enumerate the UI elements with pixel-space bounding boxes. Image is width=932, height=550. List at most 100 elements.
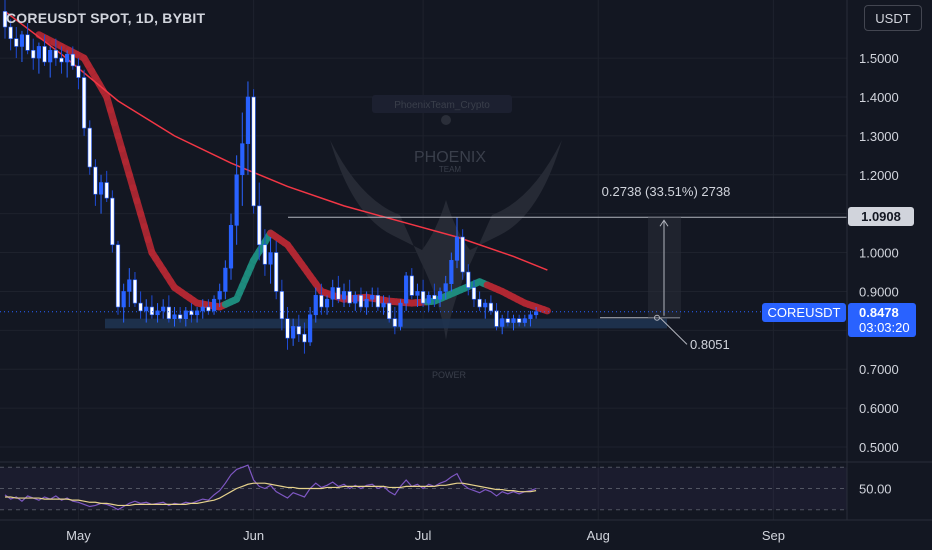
countdown-timer: 03:03:20 bbox=[859, 320, 910, 335]
time-tick-label: Sep bbox=[762, 528, 785, 543]
candle-body bbox=[2, 11, 8, 28]
price-tick-label: 0.6000 bbox=[859, 401, 899, 416]
candle-body bbox=[268, 252, 273, 265]
candle-body bbox=[53, 50, 58, 59]
candle-body bbox=[522, 318, 527, 323]
candle-body bbox=[234, 174, 239, 226]
candle-body bbox=[347, 291, 352, 304]
candle-body bbox=[25, 34, 30, 51]
price-tick-label: 0.7000 bbox=[859, 362, 899, 377]
candle-body bbox=[291, 326, 296, 339]
candle-body bbox=[409, 275, 414, 296]
measure-anchor bbox=[654, 314, 660, 321]
candle-body bbox=[14, 38, 19, 47]
candle-body bbox=[398, 302, 403, 327]
candle-body bbox=[251, 96, 256, 207]
price-tick-label: 1.0000 bbox=[859, 246, 899, 261]
candle-body bbox=[223, 267, 228, 292]
candle-body bbox=[330, 287, 335, 300]
candle-body bbox=[138, 302, 143, 312]
rsi-pane: 50.00 bbox=[0, 461, 932, 511]
candle-body bbox=[302, 333, 307, 343]
candle-body bbox=[121, 291, 126, 308]
candle-body bbox=[70, 53, 75, 67]
candle-body bbox=[341, 291, 347, 300]
candle-body bbox=[166, 306, 171, 319]
candle-body bbox=[98, 182, 104, 195]
candle-body bbox=[358, 295, 364, 308]
candle-body bbox=[477, 298, 482, 308]
watermark-handle-box bbox=[372, 95, 512, 113]
candle-body bbox=[48, 50, 53, 63]
candle-body bbox=[375, 295, 381, 308]
candle-body bbox=[471, 287, 477, 300]
candle-body bbox=[161, 306, 166, 312]
candle-body bbox=[211, 298, 217, 312]
price-tick-label: 1.4000 bbox=[859, 90, 899, 105]
candle-body bbox=[200, 306, 205, 312]
phoenix-icon bbox=[330, 140, 562, 340]
candle-body bbox=[449, 260, 454, 284]
candle-body bbox=[93, 166, 98, 195]
candle-body bbox=[392, 318, 397, 327]
candle-body bbox=[127, 279, 132, 292]
candle-body bbox=[144, 306, 149, 312]
candle-body bbox=[240, 143, 245, 176]
symbol-tag-label: COREUSDT bbox=[768, 305, 841, 320]
candle-body bbox=[313, 295, 318, 316]
support-zone bbox=[105, 318, 667, 329]
currency-button[interactable]: USDT bbox=[864, 5, 922, 31]
watermark-dot-icon bbox=[441, 115, 451, 125]
candle-body bbox=[488, 302, 494, 312]
candle-body bbox=[217, 291, 222, 300]
candle-body bbox=[110, 197, 115, 246]
candle-body bbox=[381, 302, 386, 308]
ribbon-indicator bbox=[35, 31, 551, 315]
candle-body bbox=[460, 236, 465, 273]
candle-body bbox=[172, 314, 177, 319]
candle-body bbox=[257, 205, 262, 246]
candle-body bbox=[183, 310, 188, 319]
candle-body bbox=[364, 298, 369, 308]
candle-body bbox=[336, 287, 341, 300]
price-range-tool[interactable]: 0.2738 (33.51%) 2738 0.8051 bbox=[0, 184, 847, 352]
candle-body bbox=[494, 310, 499, 327]
watermark-power: POWER bbox=[432, 370, 467, 380]
rsi-line bbox=[4, 464, 537, 511]
candle-body bbox=[195, 310, 200, 316]
candle-body bbox=[443, 283, 448, 292]
candle-body bbox=[36, 46, 41, 59]
candle-body bbox=[387, 302, 392, 319]
candle-body bbox=[370, 295, 375, 300]
watermark-logo: PhoenixTeam_Crypto PHOENIX TEAM POWER bbox=[330, 95, 562, 380]
candle-body bbox=[500, 318, 505, 327]
watermark-handle: PhoenixTeam_Crypto bbox=[394, 100, 490, 111]
candle-body bbox=[528, 314, 533, 319]
candle-body bbox=[517, 318, 522, 323]
time-tick-label: May bbox=[66, 528, 91, 543]
time-tick-label: Jun bbox=[243, 528, 264, 543]
chart-title: COREUSDT SPOT, 1D, BYBIT bbox=[6, 10, 206, 26]
ma-line bbox=[4, 10, 548, 271]
candle-body bbox=[8, 26, 13, 39]
candle-body bbox=[483, 302, 488, 308]
price-tick-label: 0.5000 bbox=[859, 440, 899, 455]
candle-body bbox=[82, 77, 87, 129]
moving-average-line bbox=[4, 10, 548, 271]
candle-body bbox=[228, 225, 234, 269]
rsi-tick-label: 50.00 bbox=[859, 482, 892, 497]
candle-body bbox=[115, 244, 121, 308]
last-price-label: 0.8478 bbox=[859, 305, 899, 320]
price-tick-label: 0.9000 bbox=[859, 284, 899, 299]
ribbon-segment bbox=[540, 306, 551, 315]
time-tick-label: Aug bbox=[587, 528, 610, 543]
candle-body bbox=[511, 318, 516, 323]
candle-body bbox=[65, 53, 70, 63]
candle-body bbox=[19, 34, 25, 47]
high-price-tag bbox=[848, 207, 914, 226]
price-tick-label: 1.3000 bbox=[859, 129, 899, 144]
candle-body bbox=[87, 127, 92, 168]
candle-body bbox=[437, 291, 443, 300]
candle-body bbox=[59, 57, 64, 63]
